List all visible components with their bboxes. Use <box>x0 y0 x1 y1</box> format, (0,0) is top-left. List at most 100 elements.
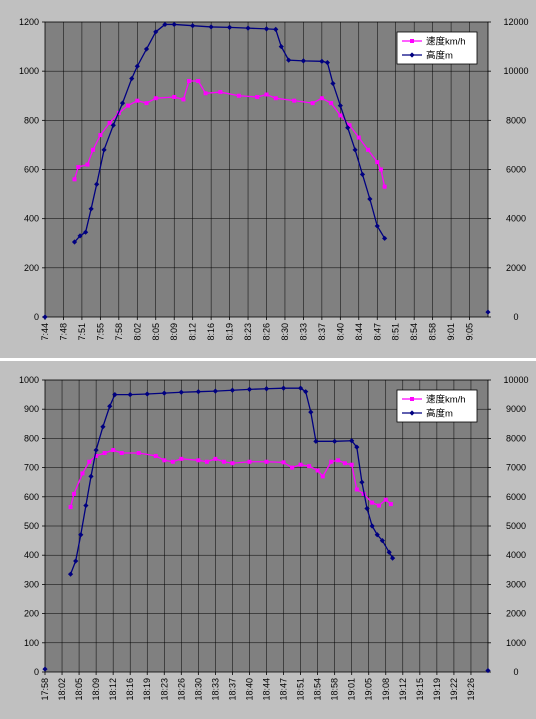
speed-point <box>218 90 223 95</box>
x-tick-label: 8:54 <box>409 323 419 341</box>
speed-point <box>319 96 324 101</box>
x-tick-label: 8:40 <box>335 323 345 341</box>
altitude-point <box>263 386 270 392</box>
altitude-point <box>313 438 319 444</box>
x-tick-label: 18:05 <box>74 678 84 701</box>
altitude-point <box>110 122 116 128</box>
x-tick-label: 17:58 <box>40 678 50 701</box>
speed-point <box>336 458 341 463</box>
altitude-point <box>352 147 358 153</box>
speed-point <box>376 503 381 508</box>
altitude-point <box>246 386 253 392</box>
altitude-point <box>273 26 279 32</box>
y-left-tick-label: 1200 <box>19 17 39 27</box>
speed-point <box>162 458 167 463</box>
y-left-tick-label: 400 <box>24 214 39 224</box>
altitude-point <box>107 403 113 409</box>
altitude-point <box>100 424 106 430</box>
altitude-point <box>367 196 373 202</box>
speed-point <box>307 464 312 469</box>
y-right-tick-label: 4000 <box>506 550 526 560</box>
y-left-tick-label: 1000 <box>19 66 39 76</box>
x-tick-label: 18:33 <box>210 678 220 701</box>
speed-point <box>247 459 252 464</box>
altitude-point <box>119 100 126 106</box>
speed-point <box>354 487 359 492</box>
speed-point <box>172 94 177 99</box>
legend-label: 高度m <box>426 50 453 62</box>
y-left-tick-label: 600 <box>24 165 39 175</box>
x-tick-label: 8:44 <box>354 323 364 341</box>
speed-point <box>107 120 112 125</box>
speed-point <box>329 101 334 106</box>
speed-point <box>370 500 375 505</box>
altitude-point <box>77 233 83 239</box>
speed-point <box>221 459 226 464</box>
altitude-point <box>83 229 89 235</box>
altitude-point <box>374 532 380 538</box>
speed-point <box>196 458 201 463</box>
altitude-point <box>330 80 336 87</box>
y-right-tick-label: 3000 <box>506 579 526 589</box>
x-tick-label: 7:44 <box>40 323 50 341</box>
y-right-tick-label: 2000 <box>506 609 526 619</box>
altitude-point <box>379 538 385 544</box>
x-tick-label: 18:47 <box>279 678 289 701</box>
x-tick-label: 8:12 <box>188 323 198 341</box>
y-right-tick-label: 10000 <box>503 375 528 385</box>
y-left-tick-label: 500 <box>24 521 39 531</box>
y-left-tick-label: 200 <box>24 263 39 273</box>
x-tick-label: 18:26 <box>176 678 186 701</box>
altitude-point <box>153 29 159 35</box>
chart-panel-top: 0 200 400 600 800 1000 1200 0 2000 4000 6000 8000 10… <box>0 0 536 358</box>
speed-point <box>204 459 209 464</box>
speed-point <box>356 135 361 140</box>
altitude-point <box>190 23 196 29</box>
x-tick-label: 18:30 <box>193 678 203 701</box>
speed-point <box>382 184 387 189</box>
y-right-tick-label: 6000 <box>506 492 526 502</box>
legend-box <box>396 389 478 423</box>
legend-marker <box>409 52 415 58</box>
altitude-point <box>324 59 331 66</box>
speed-point <box>378 167 383 172</box>
speed-point <box>94 453 99 458</box>
x-tick-label: 8:19 <box>225 323 235 341</box>
speed-point <box>102 451 107 455</box>
altitude-point <box>129 75 135 82</box>
speed-point <box>338 113 343 118</box>
x-tick-label: 8:23 <box>243 323 253 341</box>
speed-point <box>144 101 149 106</box>
y-right-tick-label: 8000 <box>506 433 526 443</box>
speed-point <box>126 103 131 108</box>
altitude-point <box>134 63 140 69</box>
x-tick-label: 18:54 <box>313 678 323 701</box>
x-tick-label: 8:26 <box>262 323 272 341</box>
speed-point <box>136 451 141 455</box>
speed-point <box>388 502 393 507</box>
speed-point <box>196 79 201 83</box>
y-right-tick-label: 12000 <box>503 17 528 27</box>
y-right-tick-label: 9000 <box>506 404 526 414</box>
speed-point <box>375 160 380 165</box>
x-tick-label: 18:12 <box>108 678 118 701</box>
altitude-point <box>171 21 177 28</box>
speed-point <box>181 97 186 102</box>
chart-top: 0200400600800100012000200040006000800010… <box>19 17 529 341</box>
speed-point <box>236 93 241 98</box>
y-right-tick-label: 0 <box>513 312 518 322</box>
speed-point <box>179 456 184 461</box>
x-tick-label: 8:16 <box>206 323 216 341</box>
speed-point <box>273 96 278 101</box>
altitude-point <box>319 58 325 64</box>
y-right-tick-label: 0 <box>513 667 518 677</box>
y-left-tick-label: 800 <box>24 115 39 125</box>
y-left-tick-label: 100 <box>24 638 39 648</box>
y-left-tick-label: 400 <box>24 550 39 560</box>
speed-point <box>203 91 208 96</box>
speed-point <box>68 505 73 510</box>
speed-point <box>71 491 76 496</box>
x-tick-label: 8:58 <box>428 323 438 341</box>
chart-panel-bottom: 0 100 200 300 400 500 600 700 800 900 1000 0 1000 200… <box>0 361 536 719</box>
altitude-point <box>67 571 74 577</box>
